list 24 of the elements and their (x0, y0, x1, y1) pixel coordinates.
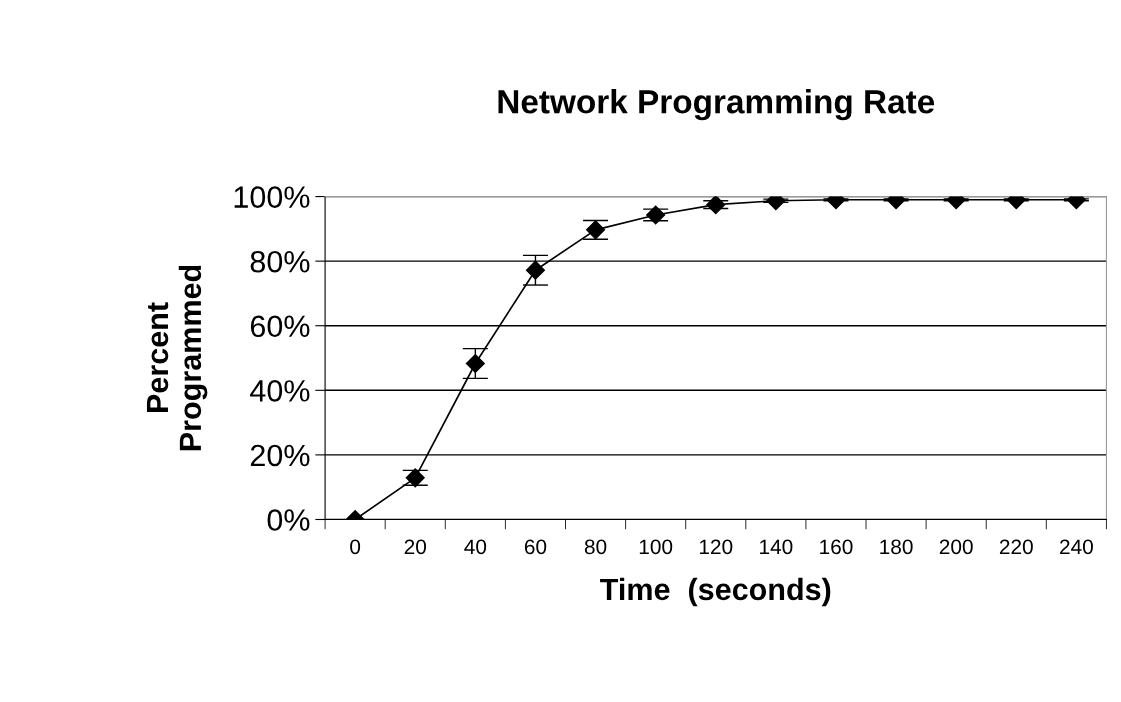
x-tick-label: 240 (1060, 539, 1093, 555)
x-tick-label: 60 (524, 539, 547, 555)
x-tick-label: 160 (820, 539, 853, 555)
x-tick-label: 180 (880, 539, 913, 555)
y-tick-label: 0% (267, 509, 310, 531)
y-tick-label: 80% (250, 250, 310, 273)
x-axis-title: Time (seconds) (600, 577, 831, 607)
x-tick-label: 220 (999, 539, 1033, 555)
x-tick-label: 100 (639, 539, 673, 555)
y-axis-title: Percent Programmed (146, 265, 208, 451)
chart-title: Network Programming Rate (498, 89, 935, 121)
x-tick-label: 120 (699, 539, 733, 555)
x-tick-label: 40 (464, 539, 487, 555)
y-tick-label: 100% (234, 186, 310, 208)
x-tick-label: 20 (404, 539, 427, 555)
y-tick-label: 20% (250, 444, 310, 467)
point (525, 260, 545, 280)
x-tick-label: 140 (760, 539, 793, 555)
x-tick-label: 0 (350, 539, 361, 555)
y-tick-label: 60% (250, 315, 310, 338)
y-tick-label: 40% (250, 380, 310, 402)
x-tick-label: 80 (584, 539, 607, 555)
x-tick-label: 200 (939, 539, 973, 555)
point (465, 353, 485, 374)
